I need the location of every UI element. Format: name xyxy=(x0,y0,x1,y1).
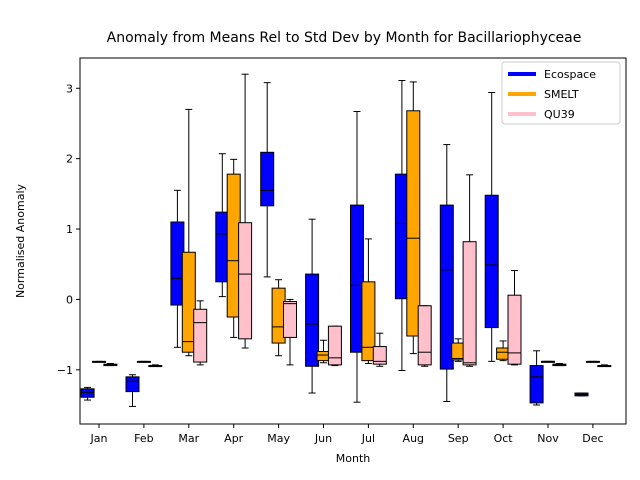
legend: Ecospace SMELT QU39 xyxy=(501,61,621,125)
box-smelt-nov xyxy=(541,360,555,363)
y-tick-label: 0 xyxy=(66,293,73,306)
box-smelt-aug xyxy=(406,81,421,355)
box-qu39-may xyxy=(283,298,297,366)
x-tick-label: Nov xyxy=(537,432,559,445)
box-body xyxy=(305,273,320,367)
x-tick-label: Feb xyxy=(134,432,153,445)
box-ecospace-may xyxy=(260,82,275,278)
box-body xyxy=(327,325,342,366)
box-smelt-dec xyxy=(585,360,600,363)
box-qu39-nov xyxy=(552,362,567,367)
box-body xyxy=(283,301,297,338)
box-smelt-jan xyxy=(92,360,106,363)
x-tick-label: May xyxy=(267,432,290,445)
box-body xyxy=(529,365,544,404)
box-smelt-feb xyxy=(136,360,151,363)
x-tick-label: Jun xyxy=(314,432,332,445)
x-tick-label: Apr xyxy=(224,432,244,445)
box-ecospace-jan xyxy=(80,386,95,401)
box-ecospace-jun xyxy=(305,218,320,394)
box-ecospace-mar xyxy=(170,189,185,348)
x-tick-label: Jan xyxy=(90,432,108,445)
legend-label-smelt: SMELT xyxy=(544,88,579,101)
box-ecospace-feb xyxy=(125,374,140,407)
box-qu39-jul xyxy=(372,332,387,367)
box-body xyxy=(80,388,95,398)
chart-title: Anomaly from Means Rel to Std Dev by Mon… xyxy=(107,30,582,46)
box-qu39-sep xyxy=(462,174,477,367)
y-axis-label: Normalised Anomaly xyxy=(14,183,27,298)
plot-frame xyxy=(79,57,627,425)
box-body xyxy=(125,376,140,393)
box-smelt-jul xyxy=(361,238,376,364)
box-qu39-apr xyxy=(238,73,253,349)
box-ecospace-aug xyxy=(394,80,409,372)
y-tick-label: −1 xyxy=(57,364,73,377)
box-body xyxy=(238,222,253,340)
box-body xyxy=(439,204,454,370)
box-body xyxy=(417,305,432,366)
box-qu39-dec xyxy=(597,364,612,368)
x-axis-label: Month xyxy=(336,452,371,465)
box-smelt-mar xyxy=(181,108,196,357)
box-body xyxy=(260,151,275,207)
box-ecospace-oct xyxy=(484,91,499,362)
box-body xyxy=(372,346,387,365)
box-qu39-jan xyxy=(103,362,118,367)
box-body xyxy=(462,241,477,366)
box-qu39-jun xyxy=(327,325,342,367)
box-body xyxy=(181,251,196,353)
y-tick-label: 3 xyxy=(66,82,73,95)
box-body xyxy=(507,294,522,365)
legend-frame xyxy=(501,61,621,125)
box-qu39-feb xyxy=(148,364,163,368)
box-body xyxy=(350,204,364,353)
x-tick-label: Mar xyxy=(178,432,199,445)
box-layer xyxy=(80,73,612,407)
x-tick-label: Aug xyxy=(403,432,424,445)
box-smelt-sep xyxy=(451,338,466,362)
box-smelt-may xyxy=(271,279,286,357)
y-tick-label: 2 xyxy=(66,153,73,166)
x-tick-label: Jul xyxy=(361,432,375,445)
box-qu39-oct xyxy=(507,270,522,366)
x-tick-label: Oct xyxy=(494,432,514,445)
box-ecospace-dec xyxy=(574,392,589,397)
box-body xyxy=(484,194,499,329)
box-qu39-aug xyxy=(417,305,432,367)
box-body xyxy=(361,281,376,362)
box-body xyxy=(406,110,421,337)
box-ecospace-nov xyxy=(529,350,544,406)
legend-label-ecospace: Ecospace xyxy=(544,68,596,81)
box-body xyxy=(193,308,208,363)
box-qu39-mar xyxy=(193,300,208,366)
x-axis: Jan Feb Mar Apr May Jun Jul Aug Sep Oct Nov Dec xyxy=(90,424,604,445)
box-ecospace-jul xyxy=(350,110,364,403)
y-axis: −1 0 1 2 3 xyxy=(57,82,80,377)
x-tick-label: Dec xyxy=(582,432,603,445)
x-tick-label: Sep xyxy=(448,432,469,445)
legend-label-qu39: QU39 xyxy=(544,108,575,121)
y-tick-label: 1 xyxy=(66,223,73,236)
box-ecospace-sep xyxy=(439,144,454,402)
